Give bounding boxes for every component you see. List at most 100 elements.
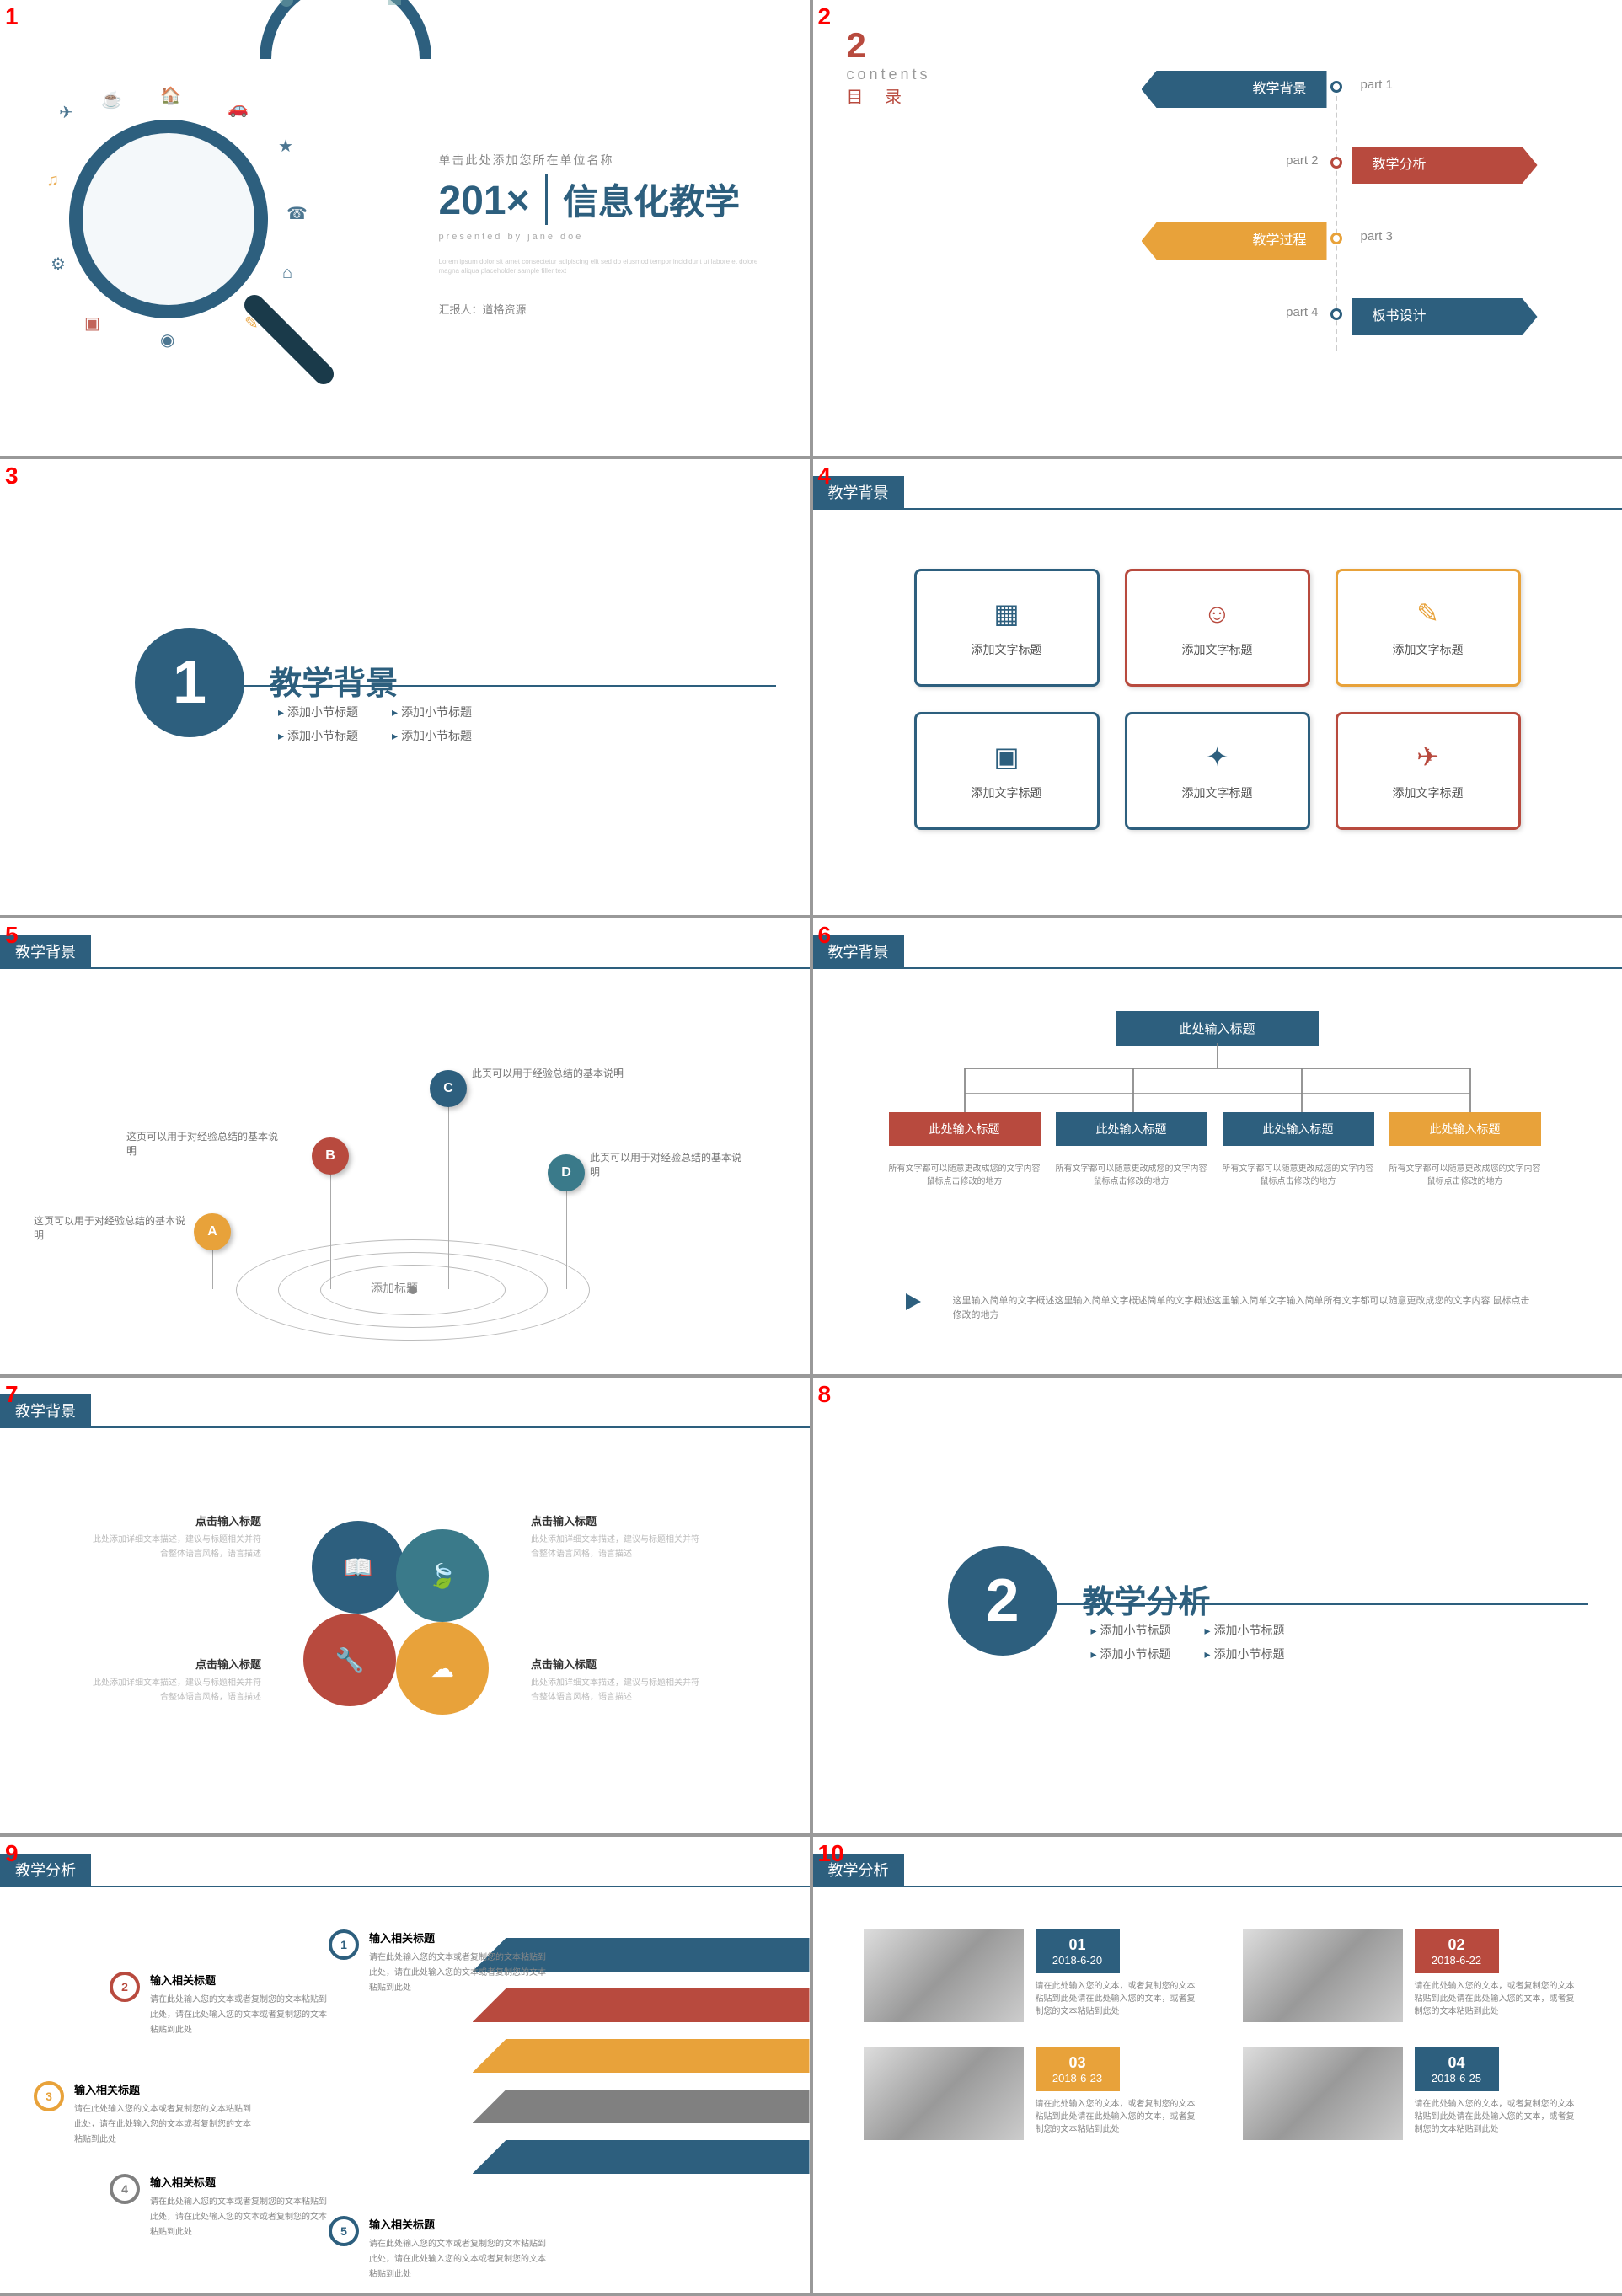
item-desc: 请在此处输入您的文本，或者复制您的文本粘贴到此处请在此处输入您的文本，或者复制您… — [1415, 1980, 1580, 2018]
tag-date: 2018-6-22 — [1421, 1954, 1492, 1967]
slide-9: 9 教学分析 1输入相关标题请在此处输入您的文本或者复制您的文本粘贴到此处，请在… — [0, 1837, 810, 2293]
bullet-item: 添加小节标题 — [392, 727, 472, 744]
item-image — [1243, 2047, 1403, 2140]
toc-row: 教学背景part 1 — [1083, 67, 1555, 143]
info-card: ▦添加文字标题 — [914, 569, 1100, 687]
toc-items: 教学背景part 1教学分析part 2教学过程part 3板书设计part 4 — [1083, 67, 1555, 371]
tree-child-desc: 所有文字都可以随意更改成您的文字内容 鼠标点击修改的地方 — [1056, 1163, 1207, 1188]
center-label: 添加标题 — [371, 1280, 418, 1297]
card-icon: ✦ — [1206, 741, 1229, 773]
item-title: 输入相关标题 — [150, 2174, 329, 2190]
item-body: 请在此处输入您的文本或者复制您的文本粘贴到此处，请在此处输入您的文本或者复制您的… — [74, 2105, 251, 2144]
bullet-item: 添加小节标题 — [1091, 1622, 1171, 1639]
item-body: 请在此处输入您的文本或者复制您的文本粘贴到此处，请在此处输入您的文本或者复制您的… — [150, 2197, 327, 2237]
petal-label-title: 点击输入标题 — [93, 1512, 261, 1528]
item-title: 输入相关标题 — [74, 2081, 253, 2097]
node-ball: D — [548, 1154, 585, 1191]
toc-part-label: part 3 — [1361, 229, 1393, 244]
toc-part-label: part 2 — [1286, 153, 1318, 168]
bullet-item: 添加小节标题 — [392, 704, 472, 720]
date-tag: 012018-6-20 — [1036, 1929, 1120, 1973]
tag-date: 2018-6-25 — [1421, 2072, 1492, 2085]
date-tag: 022018-6-22 — [1415, 1929, 1499, 1973]
item-title: 输入相关标题 — [369, 2216, 548, 2232]
svg-text:◉: ◉ — [160, 331, 174, 350]
contents-en: contents — [847, 66, 931, 83]
toc-row: 板书设计part 4 — [1083, 295, 1555, 371]
numbered-item: 4输入相关标题请在此处输入您的文本或者复制您的文本粘贴到此处，请在此处输入您的文… — [110, 2174, 329, 2239]
section-bullets: 添加小节标题添加小节标题添加小节标题添加小节标题 — [278, 704, 472, 744]
item-image — [864, 2047, 1024, 2140]
info-card: ✦ 添加文字标题 — [1125, 712, 1310, 830]
item-image — [1243, 1929, 1403, 2022]
item-image — [864, 1929, 1024, 2022]
svg-text:🏠: 🏠 — [160, 86, 181, 105]
item-text: 输入相关标题请在此处输入您的文本或者复制您的文本粘贴到此处，请在此处输入您的文本… — [150, 2174, 329, 2239]
svg-text:✈: ✈ — [59, 104, 73, 122]
item-body: 请在此处输入您的文本或者复制您的文本粘贴到此处，请在此处输入您的文本或者复制您的… — [150, 1995, 327, 2035]
info-card: ✎添加文字标题 — [1336, 569, 1521, 687]
card-text: 添加文字标题 — [1182, 784, 1253, 801]
contents-cn: 目 录 — [847, 83, 931, 108]
bullet-item: 添加小节标题 — [1205, 1622, 1285, 1639]
tree-child-desc: 所有文字都可以随意更改成您的文字内容 鼠标点击修改的地方 — [1223, 1163, 1374, 1188]
toc-arrow: 教学分析 — [1352, 147, 1538, 184]
node-stem — [566, 1188, 567, 1289]
slide-number: 1 — [5, 3, 19, 30]
node-stem — [212, 1247, 213, 1289]
item-body: 请在此处输入您的文本或者复制您的文本粘贴到此处，请在此处输入您的文本或者复制您的… — [369, 1953, 546, 1993]
bullet-item: 添加小节标题 — [1091, 1646, 1171, 1662]
toc-arrow: 板书设计 — [1352, 298, 1538, 335]
tree-root: 此处输入标题 — [1116, 1011, 1319, 1046]
slide-3: 3 1 教学背景 添加小节标题添加小节标题添加小节标题添加小节标题 — [0, 459, 810, 915]
node-text: 此页可以用于经验总结的基本说明 — [472, 1066, 624, 1080]
contents-header: 2 contents 目 录 — [847, 25, 931, 108]
card-icon: ✈ — [1416, 741, 1439, 773]
item-ring: 1 — [329, 1929, 359, 1960]
petal-diagram: 📖🍃🔧☁ — [295, 1521, 497, 1723]
tree-child: 此处输入标题 — [889, 1112, 1041, 1146]
numbered-item: 1输入相关标题请在此处输入您的文本或者复制您的文本粘贴到此处，请在此处输入您的文… — [329, 1929, 548, 1994]
slide-number: 3 — [5, 463, 19, 490]
date-tag: 042018-6-25 — [1415, 2047, 1499, 2091]
svg-text:⌂: ⌂ — [282, 264, 292, 282]
stripe — [473, 2039, 810, 2073]
item-desc: 请在此处输入您的文本，或者复制您的文本粘贴到此处请在此处输入您的文本，或者复制您… — [1415, 2098, 1580, 2136]
item-ring: 5 — [329, 2216, 359, 2246]
item-right: 032018-6-23请在此处输入您的文本，或者复制您的文本粘贴到此处请在此处输… — [1036, 2047, 1201, 2140]
svg-text:☎: ☎ — [286, 205, 308, 223]
node-stem — [448, 1104, 449, 1289]
stripe — [473, 2140, 810, 2174]
item-desc: 请在此处输入您的文本，或者复制您的文本粘贴到此处请在此处输入您的文本，或者复制您… — [1036, 2098, 1201, 2136]
year: 201× — [439, 178, 530, 224]
item-right: 042018-6-25 请在此处输入您的文本，或者复制您的文本粘贴到此处请在此处输… — [1415, 2047, 1580, 2140]
svg-text:♫: ♫ — [46, 171, 59, 190]
slide-1: 1 ✈☕🏠 🚗★ ♫☎ ⚙▣ ◉✎ ⌂ — [0, 0, 810, 456]
dated-item: 012018-6-20请在此处输入您的文本，或者复制您的文本粘贴到此处请在此处输… — [864, 1929, 1201, 2022]
dated-item: 042018-6-25 请在此处输入您的文本，或者复制您的文本粘贴到此处请在此处输… — [1243, 2047, 1580, 2140]
petal-label-title: 点击输入标题 — [531, 1656, 699, 1672]
slide-4: 4 教学背景 ▦添加文字标题☺添加文字标题✎添加文字标题▣添加文字标题✦添加文字… — [813, 459, 1622, 915]
slide-7: 7 教学背景 📖🍃🔧☁ 点击输入标题此处添加详细文本描述，建议与标题相关并符合整… — [0, 1378, 810, 1833]
tree-child: 此处输入标题 — [1223, 1112, 1374, 1146]
item-body: 请在此处输入您的文本或者复制您的文本粘贴到此处，请在此处输入您的文本或者复制您的… — [369, 2240, 546, 2279]
dated-item: 032018-6-23请在此处输入您的文本，或者复制您的文本粘贴到此处请在此处输… — [864, 2047, 1201, 2140]
tree-descriptions: 所有文字都可以随意更改成您的文字内容 鼠标点击修改的地方所有文字都可以随意更改成… — [889, 1163, 1541, 1188]
tag-number: 03 — [1042, 2054, 1113, 2072]
card-icon: ▦ — [993, 597, 1019, 629]
petal-label: 点击输入标题此处添加详细文本描述，建议与标题相关并符合整体语言风格，语言描述 — [93, 1656, 261, 1704]
toc-arrow: 教学背景 — [1142, 71, 1327, 108]
node-stem — [330, 1171, 331, 1289]
item-text: 输入相关标题请在此处输入您的文本或者复制您的文本粘贴到此处，请在此处输入您的文本… — [74, 2081, 253, 2146]
image-grid: 012018-6-20 请在此处输入您的文本，或者复制您的文本粘贴到此处请在此处输… — [864, 1929, 1580, 2140]
slide-10: 10 教学分析 012018-6-20请在此处输入您的文本，或者复制您的文本粘贴… — [813, 1837, 1622, 2293]
dated-item: 022018-6-22 请在此处输入您的文本，或者复制您的文本粘贴到此处请在此处输… — [1243, 1929, 1580, 2022]
tree-child: 此处输入标题 — [1056, 1112, 1207, 1146]
footer-note: 这里输入简单的文字概述这里输入简单文字概述简单的文字概述这里输入简单文字输入简单… — [931, 1294, 1539, 1324]
stripe — [473, 2090, 810, 2123]
subtitle: 单击此处添加您所在单位名称 — [439, 152, 759, 169]
tag-date: 2018-6-20 — [1042, 1954, 1113, 1967]
petal-label-body: 此处添加详细文本描述，建议与标题相关并符合整体语言风格，语言描述 — [93, 1535, 261, 1559]
tag-number: 04 — [1421, 2054, 1492, 2072]
bullet-item: 添加小节标题 — [278, 727, 358, 744]
